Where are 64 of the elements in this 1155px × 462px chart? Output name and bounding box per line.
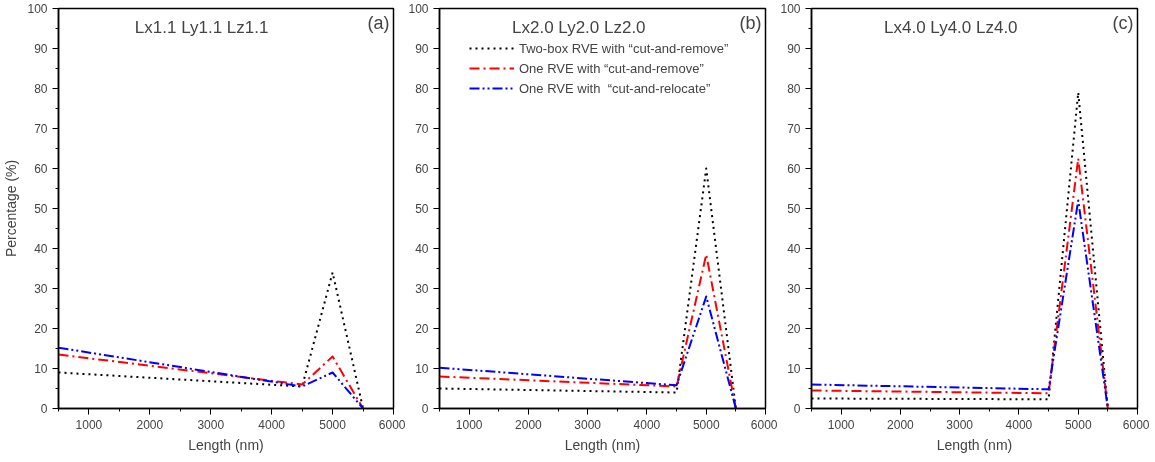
annotation: (a) [367,12,390,33]
y-axis-title: Percentage (%) [3,159,20,258]
y-tick-label: 80 [415,82,429,96]
legend-label: One RVE with “cut-and-remove” [519,60,704,76]
y-tick-label: 70 [34,122,48,136]
y-tick-label: 30 [415,282,429,296]
y-tick-label: 70 [787,122,801,136]
y-tick-label: 60 [34,162,48,176]
y-tick-label: 50 [787,202,801,216]
y-tick-label: 60 [415,162,429,176]
y-tick-label: 100 [408,2,429,16]
y-tick-label: 100 [780,2,801,16]
text: Lx1.1 Ly1.1 Lz1.1 [134,17,269,37]
y-tick-label: 50 [34,202,48,216]
x-axis-title: Length (nm) [564,436,641,453]
y-tick-label: 20 [34,322,48,336]
x-tick-label: 6000 [378,417,406,432]
y-tick-label: 20 [415,322,429,336]
x-tick-label: 1000 [455,417,483,432]
y-tick-label: 100 [27,2,48,16]
x-tick-label: 6000 [1122,417,1150,432]
x-tick-label: 3000 [574,417,602,432]
text: Lx2.0 Ly2.0 Lz2.0 [512,17,646,37]
x-tick-label: 3000 [946,417,974,432]
x-tick-label: 5000 [692,417,720,432]
y-tick-label: 10 [415,362,429,376]
x-tick-label: 4000 [258,417,286,432]
y-tick-label: 10 [787,362,801,376]
x-tick-label: 4000 [1005,417,1033,432]
x-tick-label: 2000 [515,417,543,432]
x-tick-label: 5000 [1064,417,1092,432]
x-tick-label: 4000 [633,417,661,432]
y-tick-label: 0 [40,402,48,416]
x-axis-title: Length (nm) [936,436,1013,453]
y-tick-label: 50 [415,202,429,216]
y-tick-label: 40 [34,242,48,256]
x-tick-label: 5000 [319,417,347,432]
y-tick-label: 90 [787,42,801,56]
y-tick-label: 0 [793,402,801,416]
x-tick-label: 2000 [887,417,915,432]
y-tick-label: 80 [787,82,801,96]
legend-label: One RVE with “cut-and-relocate” [519,80,711,96]
y-tick-label: 20 [787,322,801,336]
x-tick-label: 1000 [827,417,855,432]
y-tick-label: 40 [787,242,801,256]
y-tick-label: 60 [787,162,801,176]
x-tick-label: 2000 [136,417,164,432]
y-tick-label: 90 [34,42,48,56]
legend-label: Two-box RVE with “cut-and-remove” [519,40,729,56]
x-tick-label: 1000 [75,417,103,432]
y-tick-label: 90 [415,42,429,56]
y-tick-label: 40 [415,242,429,256]
y-tick-label: 30 [34,282,48,296]
y-tick-label: 10 [34,362,48,376]
x-tick-label: 6000 [750,417,778,432]
y-tick-label: 80 [34,82,48,96]
y-tick-label: 70 [415,122,429,136]
y-tick-label: 30 [787,282,801,296]
annotation: (c) [1112,12,1134,33]
annotation: (b) [739,12,762,33]
y-tick-label: 0 [421,402,429,416]
x-tick-label: 3000 [197,417,225,432]
text: Lx4.0 Ly4.0 Lz4.0 [884,17,1018,37]
x-axis-title: Length (nm) [188,436,264,453]
